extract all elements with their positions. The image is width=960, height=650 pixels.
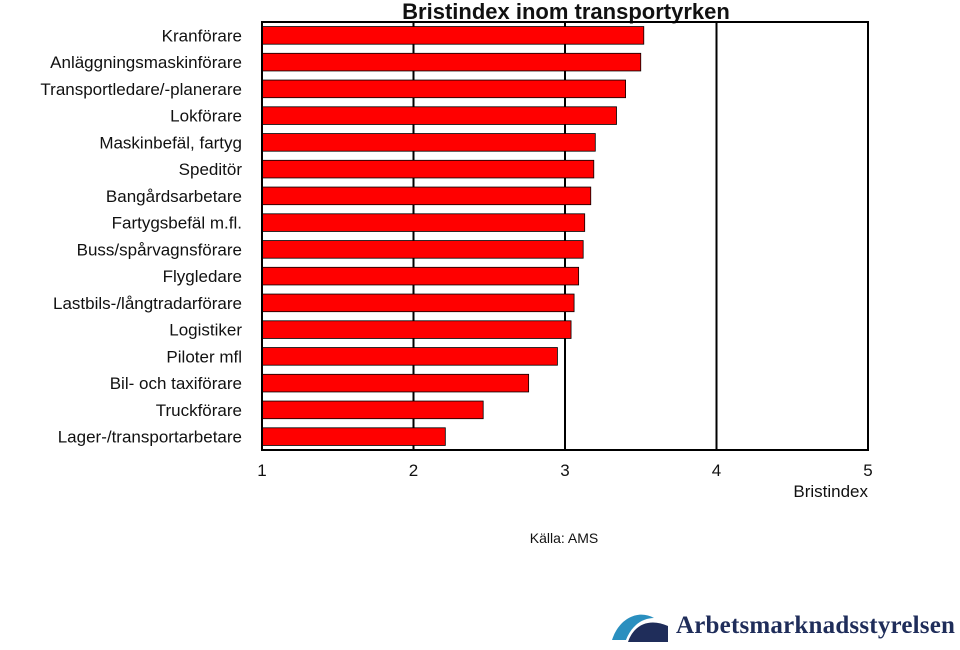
bars <box>261 26 645 446</box>
x-tick-label: 4 <box>712 461 721 480</box>
logo-mark-icon <box>612 614 668 642</box>
category-label: Lager-/transportarbetare <box>58 428 242 447</box>
category-label: Anläggningsmaskinförare <box>50 53 242 72</box>
bar-chart: Bristindex inom transportyrken Kranförar… <box>40 0 872 546</box>
bar <box>261 159 595 179</box>
x-tick-label: 2 <box>409 461 418 480</box>
bar <box>261 373 530 393</box>
category-label: Logistiker <box>169 321 242 340</box>
category-label: Bangårdsarbetare <box>106 187 242 206</box>
x-tick-label: 5 <box>863 461 872 480</box>
category-labels: Kranförare Anläggningsmaskinförare Transpo… <box>40 26 242 446</box>
chart-title: Bristindex inom transportyrken <box>402 0 730 24</box>
category-label: Transportledare/-planerare <box>40 80 242 99</box>
bar <box>261 213 586 232</box>
bar <box>261 133 596 152</box>
category-label: Buss/spårvagnsförare <box>77 240 242 259</box>
bar <box>261 266 580 286</box>
bar <box>261 186 592 206</box>
category-label: Flygledare <box>163 267 242 286</box>
arbetsmarknadsstyrelsen-logo: Arbetsmarknadsstyrelsen <box>610 600 960 650</box>
category-label: Speditör <box>179 160 243 179</box>
bar <box>261 293 575 313</box>
x-tick-label: 1 <box>257 461 266 480</box>
bar <box>261 79 627 99</box>
category-label: Fartygsbefäl m.fl. <box>112 214 242 233</box>
x-tick-label: 3 <box>560 461 569 480</box>
category-label: Truckförare <box>156 401 242 420</box>
category-label: Lokförare <box>170 107 242 126</box>
logo-text: Arbetsmarknadsstyrelsen <box>676 612 956 639</box>
x-axis-label: Bristindex <box>793 482 868 501</box>
bar <box>261 26 645 45</box>
category-label: Lastbils-/långtradarförare <box>53 294 242 313</box>
bar <box>261 427 446 446</box>
category-label: Maskinbefäl, fartyg <box>99 133 242 152</box>
source-note: Källa: AMS <box>530 530 598 546</box>
bar <box>261 106 617 125</box>
category-label: Kranförare <box>162 26 242 45</box>
bar <box>261 347 558 366</box>
bar <box>261 52 642 72</box>
bar <box>261 240 584 259</box>
x-tick-labels: 1 2 3 4 5 <box>257 461 872 480</box>
category-label: Piloter mfl <box>166 347 242 366</box>
category-label: Bil- och taxiförare <box>110 374 242 393</box>
bar <box>261 320 572 339</box>
plot-frame <box>261 21 869 451</box>
bar <box>261 400 484 420</box>
